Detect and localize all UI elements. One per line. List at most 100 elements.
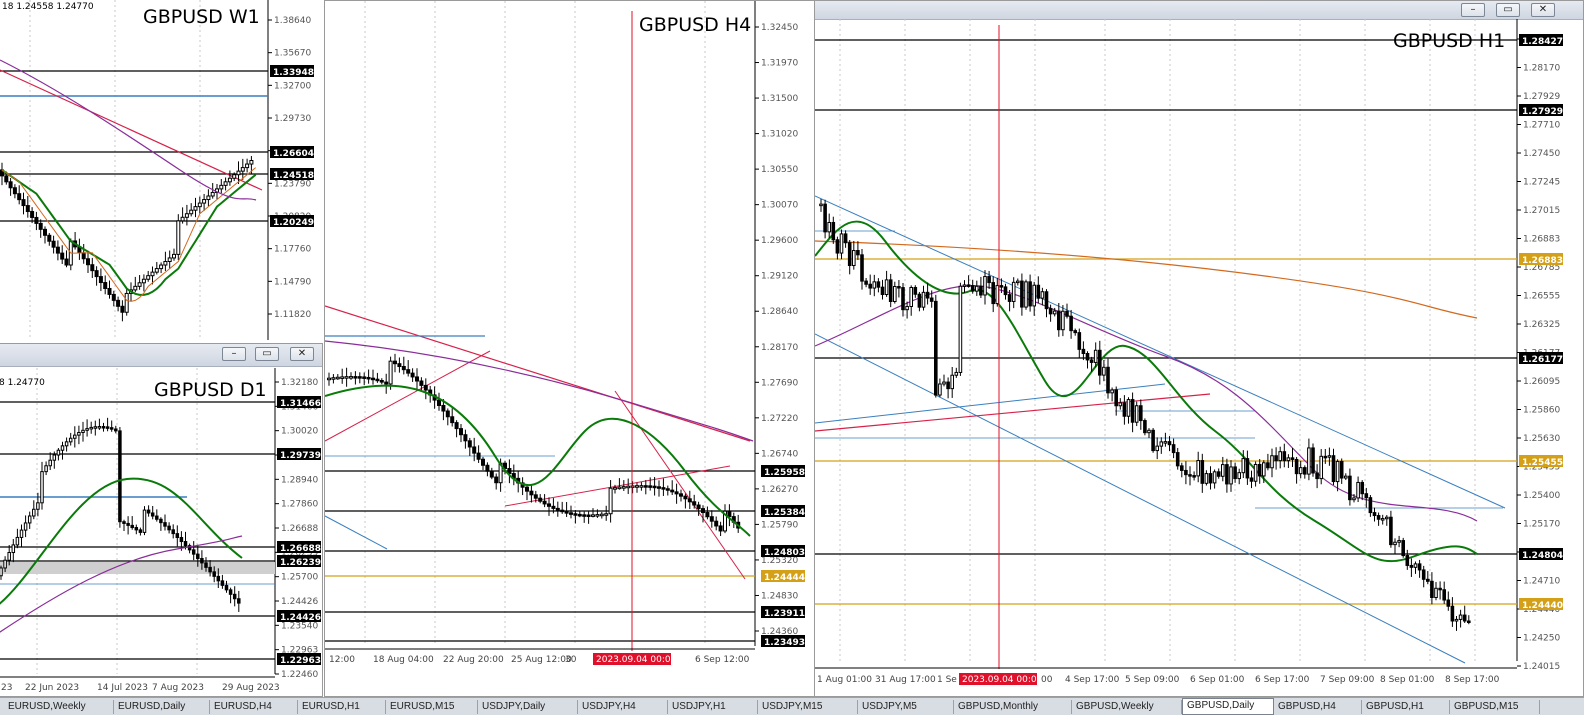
level-h1-3-label: 1.26883 — [1522, 256, 1563, 266]
chart-window-h1[interactable]: – ▭ ✕ 1.28427 1.28170 1.27929 1.27710 1.2745… — [814, 0, 1584, 697]
candle-body — [1204, 473, 1209, 484]
candle-body — [617, 486, 622, 490]
chart-tab[interactable]: USDJPY,M5 — [858, 700, 954, 714]
chart-tab[interactable]: EURUSD,H1 — [298, 700, 386, 714]
chart-window-h4[interactable]: 1.32450 1.31970 1.31500 1.31020 1.30550 1.300… — [324, 0, 817, 697]
candle-body — [1155, 445, 1159, 452]
level-d1-4-box — [277, 555, 321, 567]
candle-body — [494, 476, 499, 484]
chart-tab[interactable]: USDJPY,H1 — [668, 700, 758, 714]
chart-d1-titlebar[interactable]: – ▭ ✕ — [0, 344, 322, 367]
chart-w1-ohlc: 18 1.24558 1.24770 — [2, 2, 94, 12]
candle-body — [172, 253, 176, 259]
candle-body — [1065, 310, 1069, 317]
candle-body — [196, 553, 200, 560]
candle-body — [1458, 614, 1463, 620]
candle-body — [216, 575, 221, 582]
candle-body — [1430, 580, 1434, 599]
candle-body — [1163, 441, 1168, 444]
candle-body — [1311, 447, 1315, 474]
level-h4-5-label: 1.23911 — [764, 609, 805, 619]
candle-body — [1278, 451, 1282, 462]
chart-tab[interactable]: EURUSD,Weekly — [4, 700, 114, 714]
candle-body — [208, 566, 212, 573]
candle-body — [111, 293, 116, 301]
maximize-button[interactable]: ▭ — [255, 347, 279, 361]
candle-body — [852, 250, 856, 267]
level-w1-1-label: 1.33948 — [273, 68, 314, 78]
chart-window-d1[interactable]: – ▭ ✕ 1.32180 1.31466 1.30020 1.29739 1.2894… — [0, 343, 323, 697]
candle-body — [171, 529, 175, 535]
level-d1-2-box — [277, 448, 321, 460]
price-axis-label: 1.29730 — [274, 114, 311, 124]
level-w1-4-label: 1.20249 — [273, 218, 314, 228]
chart-tab[interactable]: USDJPY,M15 — [758, 700, 858, 714]
maximize-button[interactable]: ▭ — [1496, 3, 1520, 17]
time-axis-label: 22 Aug 20:00 — [443, 655, 504, 665]
chart-tab[interactable]: USDJPY,H4 — [578, 700, 668, 714]
chart-tab-bar: EURUSD,Weekly EURUSD,Daily EURUSD,H4 EURUSD… — [0, 697, 1584, 715]
level-h4-4-label: 1.24444 — [764, 573, 805, 583]
candle-body — [1319, 455, 1323, 480]
level-d1-1-label: 1.31466 — [280, 399, 321, 409]
time-axis-label: 31 Aug 17:00 — [875, 675, 936, 685]
chart-tab[interactable]: GBPUSD,Daily — [1182, 698, 1274, 715]
chart-tab[interactable]: GBPUSD,H1 — [1362, 700, 1450, 714]
candle-body — [608, 487, 613, 515]
chart-tab[interactable]: GBPUSD,H4 — [1274, 700, 1362, 714]
chart-tab[interactable]: GBPUSD,Weekly — [1072, 700, 1182, 714]
price-axis-label: 1.25455 — [1523, 463, 1560, 473]
candle-body — [709, 516, 714, 522]
candle-body — [888, 279, 893, 302]
minimize-button[interactable]: – — [1461, 3, 1485, 17]
candle-body — [60, 445, 65, 451]
candle-body — [155, 515, 159, 520]
candle-body — [934, 300, 938, 396]
candle-body — [1028, 281, 1032, 307]
candle-body — [419, 380, 424, 386]
price-axis-label: 1.30550 — [761, 165, 798, 175]
chart-h1-titlebar[interactable]: – ▭ ✕ — [815, 1, 1583, 20]
candle-body — [388, 360, 393, 385]
chart-d1-canvas[interactable]: 1.32180 1.31466 1.30020 1.29739 1.28940 1.278… — [0, 344, 323, 697]
price-axis-label: 1.17760 — [274, 245, 311, 255]
candle-body — [946, 381, 950, 390]
close-button[interactable]: ✕ — [1531, 3, 1555, 17]
minimize-button[interactable]: – — [222, 347, 246, 361]
chart-tab[interactable]: GBPUSD,M15 — [1450, 700, 1540, 714]
chart-tab[interactable]: GBPUSD,Monthly — [954, 700, 1072, 714]
level-w1-2-box — [270, 146, 314, 158]
chart-h1-canvas[interactable]: 1.28427 1.28170 1.27929 1.27710 1.27450 1.272… — [815, 1, 1584, 697]
candle-body — [1216, 471, 1221, 477]
candle-body — [141, 278, 146, 284]
candle-body — [1462, 614, 1467, 622]
chart-tab[interactable]: EURUSD,Daily — [114, 700, 210, 714]
candle-body — [1098, 349, 1102, 376]
chart-tab[interactable]: EURUSD,M15 — [386, 700, 478, 714]
candle-body — [1225, 464, 1229, 485]
candle-body — [635, 485, 639, 488]
price-axis-label: 1.26239 — [281, 548, 318, 558]
candle-body — [34, 216, 39, 224]
candle-body — [819, 203, 823, 207]
candle-body — [872, 281, 877, 289]
candle-body — [1011, 281, 1016, 302]
candle-body — [901, 287, 905, 311]
candle-body — [1327, 455, 1332, 458]
chart-h4-canvas[interactable]: 1.32450 1.31970 1.31500 1.31020 1.30550 1.300… — [325, 1, 817, 697]
close-button[interactable]: ✕ — [290, 347, 314, 361]
ma-green-line — [815, 220, 1478, 563]
chart-tab[interactable]: USDJPY,Daily — [478, 700, 578, 714]
candle-body — [38, 222, 43, 230]
candle-body — [1262, 462, 1266, 477]
trend-red-line — [815, 393, 1211, 432]
candle-body — [1167, 441, 1172, 446]
time-axis-label: 8 Sep 01:00 — [1380, 675, 1435, 685]
price-axis-label: 1.27015 — [1523, 206, 1560, 216]
chart-window-w1[interactable]: 1.386401.356701.327001.297301.267601.237… — [0, 0, 320, 340]
candle-body — [11, 544, 16, 554]
chart-tab[interactable]: EURUSD,H4 — [210, 700, 298, 714]
candle-body — [1036, 284, 1041, 299]
candle-body — [52, 454, 57, 461]
chart-w1-canvas[interactable]: 1.386401.356701.327001.297301.267601.237… — [0, 0, 320, 340]
